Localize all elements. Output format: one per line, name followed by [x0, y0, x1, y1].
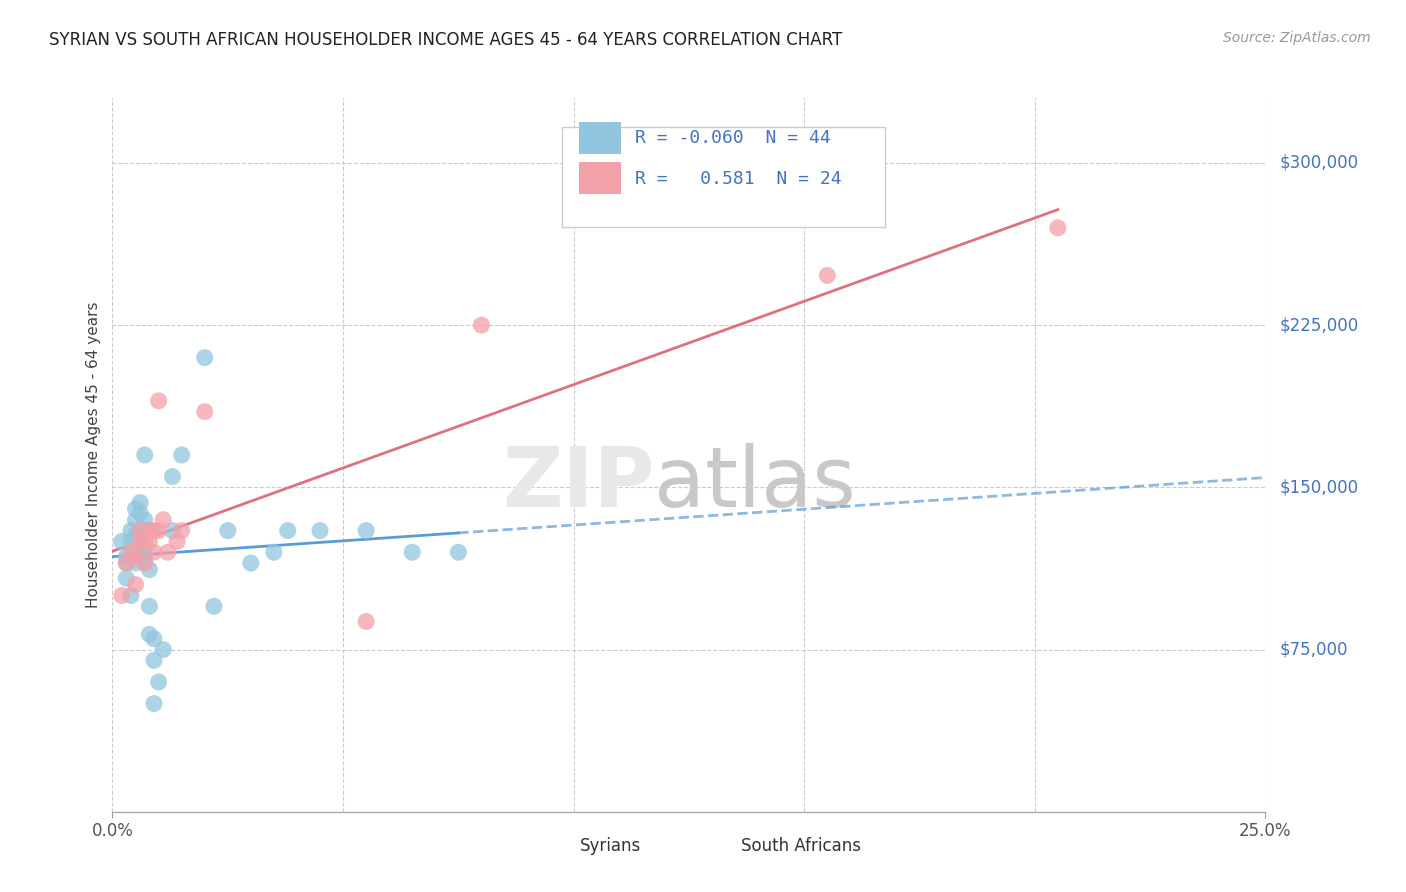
- Text: $150,000: $150,000: [1279, 478, 1358, 496]
- Point: [143, 524, 166, 538]
- Point: [162, 469, 184, 483]
- Point: [354, 524, 377, 538]
- Point: [111, 534, 134, 549]
- Point: [129, 534, 152, 549]
- Point: [138, 524, 160, 538]
- Point: [277, 524, 299, 538]
- Point: [148, 524, 170, 538]
- Point: [170, 448, 193, 462]
- FancyBboxPatch shape: [579, 162, 621, 194]
- Point: [148, 675, 170, 690]
- Point: [170, 524, 193, 538]
- Point: [111, 589, 134, 603]
- Point: [124, 556, 146, 570]
- Point: [143, 653, 166, 667]
- Point: [129, 506, 152, 520]
- Point: [166, 534, 188, 549]
- Point: [120, 589, 142, 603]
- Point: [217, 524, 239, 538]
- Point: [134, 513, 156, 527]
- Point: [194, 405, 217, 419]
- Point: [138, 534, 160, 549]
- Point: [115, 549, 138, 564]
- Point: [263, 545, 285, 559]
- Point: [134, 549, 156, 564]
- Point: [115, 556, 138, 570]
- Text: $225,000: $225,000: [1279, 316, 1358, 334]
- Point: [120, 534, 142, 549]
- Point: [129, 495, 152, 509]
- Point: [309, 524, 332, 538]
- Text: ZIP: ZIP: [502, 443, 654, 524]
- Point: [447, 545, 470, 559]
- Point: [143, 632, 166, 646]
- Text: South Africans: South Africans: [741, 837, 860, 855]
- Text: $300,000: $300,000: [1279, 154, 1358, 172]
- Text: R =   0.581  N = 24: R = 0.581 N = 24: [634, 169, 841, 187]
- Point: [129, 524, 152, 538]
- Y-axis label: Householder Income Ages 45 - 64 years: Householder Income Ages 45 - 64 years: [86, 301, 101, 608]
- Point: [202, 599, 225, 614]
- Point: [134, 524, 156, 538]
- Point: [138, 599, 160, 614]
- Point: [401, 545, 423, 559]
- Point: [156, 545, 179, 559]
- Point: [124, 528, 146, 542]
- Text: Syrians: Syrians: [579, 837, 641, 855]
- Point: [134, 448, 156, 462]
- Point: [815, 268, 838, 283]
- Text: SYRIAN VS SOUTH AFRICAN HOUSEHOLDER INCOME AGES 45 - 64 YEARS CORRELATION CHART: SYRIAN VS SOUTH AFRICAN HOUSEHOLDER INCO…: [49, 31, 842, 49]
- Point: [470, 318, 492, 333]
- Text: $75,000: $75,000: [1279, 640, 1348, 658]
- Text: Source: ZipAtlas.com: Source: ZipAtlas.com: [1223, 31, 1371, 45]
- Text: atlas: atlas: [654, 443, 856, 524]
- Point: [1046, 220, 1069, 235]
- Point: [138, 524, 160, 538]
- Point: [124, 577, 146, 591]
- Point: [143, 545, 166, 559]
- Point: [152, 642, 174, 657]
- Point: [134, 541, 156, 555]
- FancyBboxPatch shape: [700, 833, 730, 858]
- Point: [115, 571, 138, 585]
- Point: [134, 534, 156, 549]
- Point: [239, 556, 262, 570]
- Point: [124, 545, 146, 559]
- Point: [143, 697, 166, 711]
- Point: [124, 549, 146, 564]
- Point: [138, 627, 160, 641]
- Point: [124, 502, 146, 516]
- Point: [120, 545, 142, 559]
- Point: [129, 534, 152, 549]
- Point: [134, 556, 156, 570]
- FancyBboxPatch shape: [538, 833, 568, 858]
- Point: [194, 351, 217, 365]
- Point: [138, 562, 160, 576]
- Point: [124, 513, 146, 527]
- Point: [134, 556, 156, 570]
- Point: [120, 524, 142, 538]
- Point: [148, 393, 170, 408]
- Point: [162, 524, 184, 538]
- Point: [115, 556, 138, 570]
- Point: [354, 615, 377, 629]
- FancyBboxPatch shape: [562, 127, 884, 227]
- Point: [129, 524, 152, 538]
- Text: R = -0.060  N = 44: R = -0.060 N = 44: [634, 129, 831, 147]
- Point: [152, 513, 174, 527]
- FancyBboxPatch shape: [579, 121, 621, 153]
